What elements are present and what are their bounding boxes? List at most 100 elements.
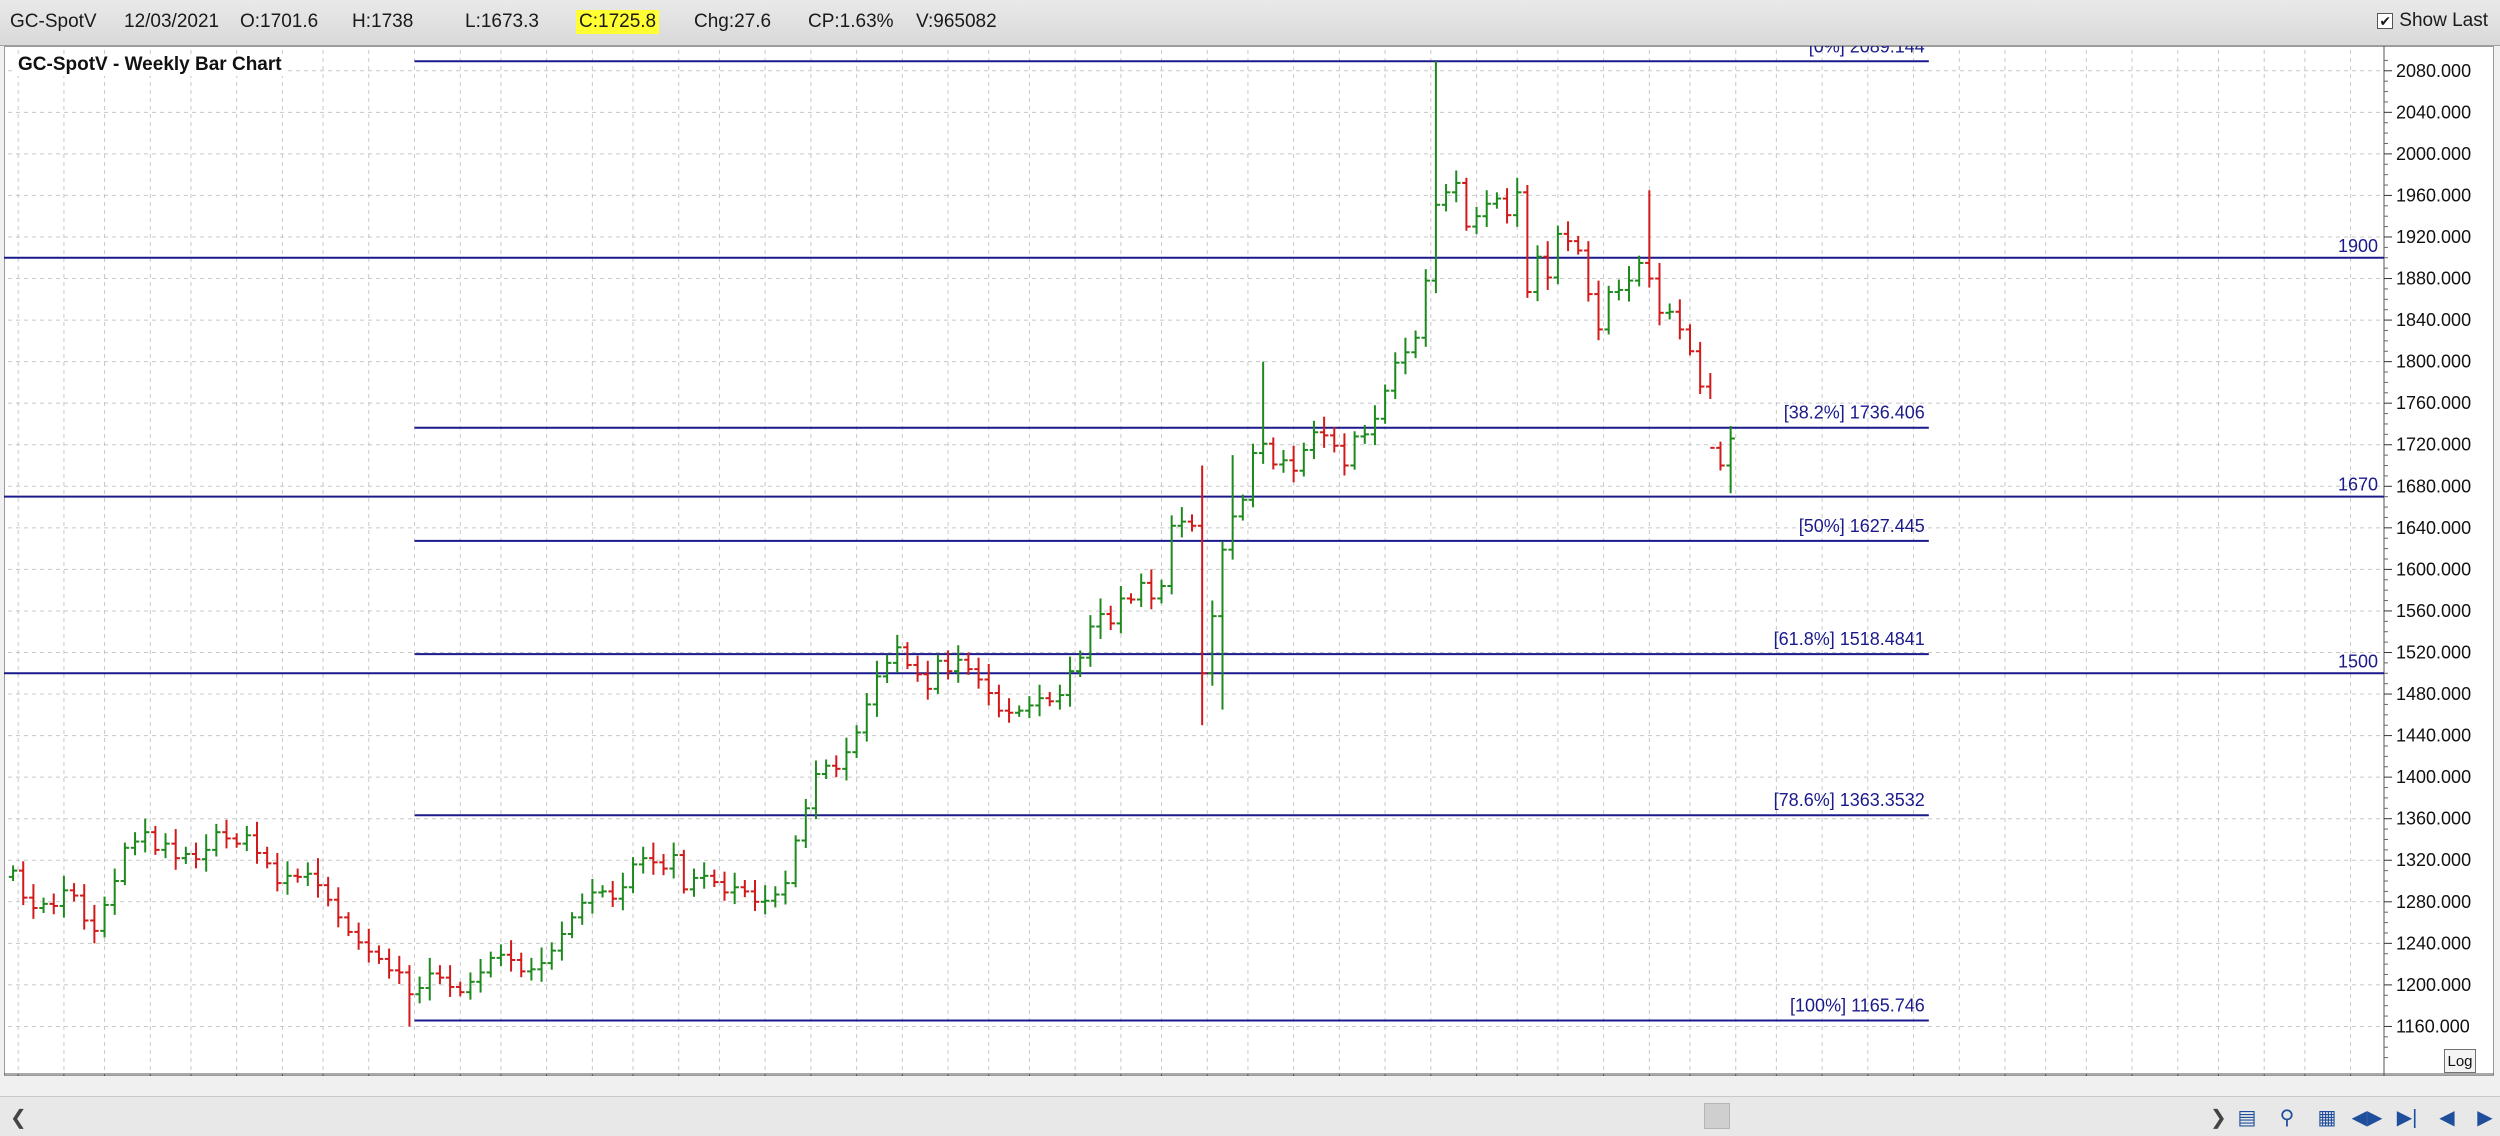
ohlc-bar bbox=[527, 957, 536, 981]
ohlc-bar bbox=[598, 885, 607, 898]
ohlc-bar bbox=[100, 896, 109, 938]
ohlc-bar bbox=[49, 893, 59, 915]
ohlc-bar bbox=[90, 904, 99, 944]
ohlc-bar bbox=[1512, 177, 1522, 227]
open-label: O:1701.6 bbox=[240, 11, 319, 32]
ohlc-bar bbox=[425, 957, 435, 1001]
ohlc-bar bbox=[344, 912, 353, 937]
ohlc-bar bbox=[1645, 190, 1654, 288]
ohlc-bar bbox=[872, 660, 882, 717]
ohlc-bar bbox=[1075, 650, 1085, 678]
ohlc-bar bbox=[1228, 455, 1237, 560]
ohlc-bar bbox=[567, 912, 577, 939]
ohlc-bar bbox=[547, 942, 556, 970]
price-tick-label: 1800.000 bbox=[2396, 352, 2471, 372]
ohlc-bar bbox=[79, 884, 89, 930]
log-scale-button[interactable]: Log bbox=[2444, 1049, 2476, 1073]
ohlc-bar bbox=[1604, 285, 1613, 335]
ohlc-bar bbox=[384, 948, 394, 979]
ohlc-bar bbox=[201, 834, 211, 872]
ohlc-bar bbox=[262, 846, 272, 869]
chart-area[interactable]: 1900 1670 1500 [0%] 2089.144 [38.2%] 1736.4… bbox=[4, 46, 2494, 1076]
ohlc-bar bbox=[842, 737, 851, 781]
horizontal-line-label: 1900 bbox=[2338, 236, 2378, 256]
ohlc-bar bbox=[405, 965, 414, 1027]
show-last-checkbox[interactable]: ✔ bbox=[2377, 13, 2394, 29]
chart-title: GC-SpotV - Weekly Bar Chart bbox=[16, 54, 284, 76]
ohlc-bar bbox=[537, 947, 546, 982]
ohlc-bar bbox=[110, 868, 119, 915]
ohlc-bar bbox=[1706, 373, 1715, 449]
price-tick-label: 2080.000 bbox=[2396, 61, 2471, 81]
ohlc-bar bbox=[1167, 515, 1176, 595]
ohlc-bar bbox=[588, 878, 597, 914]
price-tick-label: 1640.000 bbox=[2396, 518, 2471, 538]
ohlc-bar bbox=[8, 865, 18, 882]
date-label: 12/03/2021 bbox=[124, 11, 220, 32]
zoom-icon[interactable]: ⚲ bbox=[2279, 1106, 2295, 1129]
ohlc-bar bbox=[486, 951, 496, 978]
ohlc-bar bbox=[506, 940, 516, 972]
ohlc-bar bbox=[1218, 541, 1227, 710]
ohlc-bar bbox=[1289, 445, 1298, 483]
ohlc-bar bbox=[39, 897, 48, 914]
ohlc-bar bbox=[191, 842, 201, 869]
ohlc-bar bbox=[1563, 221, 1573, 252]
scroll-end-icon[interactable]: ▶| bbox=[2396, 1106, 2418, 1129]
ohlc-bar bbox=[242, 825, 252, 852]
scroll-prev-icon[interactable]: ◀ bbox=[2439, 1106, 2455, 1129]
scroll-left-icon[interactable]: ❮ bbox=[10, 1107, 27, 1129]
ohlc-bar bbox=[1523, 185, 1532, 298]
horizontal-scrollbar[interactable]: ❮ ❯ ▤ ⚲ ▦ ◀▶ ▶| ◀ ▶ bbox=[0, 1096, 2500, 1136]
ohlc-bar bbox=[1716, 441, 1725, 471]
ohlc-bar bbox=[476, 958, 485, 993]
scroll-next-icon[interactable]: ▶ bbox=[2477, 1106, 2493, 1129]
ohlc-bar bbox=[1370, 405, 1380, 446]
fib-level-label: [38.2%] 1736.406 bbox=[1784, 403, 1925, 423]
price-tick-label: 2000.000 bbox=[2396, 144, 2471, 164]
ohlc-bar bbox=[1594, 280, 1603, 341]
ohlc-bar bbox=[1065, 656, 1075, 707]
ohlc-chart[interactable]: 1900 1670 1500 [0%] 2089.144 [38.2%] 1736.4… bbox=[4, 46, 2494, 1076]
ohlc-bar bbox=[334, 887, 343, 928]
ohlc-bar bbox=[1035, 684, 1044, 717]
bar-settings-icon[interactable]: ▦ bbox=[2317, 1106, 2337, 1129]
grid-lines bbox=[4, 46, 2494, 1076]
chart-type-icon[interactable]: ▤ bbox=[2237, 1106, 2257, 1129]
ohlc-bar bbox=[1147, 569, 1156, 610]
ohlc-bar bbox=[1553, 225, 1563, 285]
symbol-label[interactable]: GC-SpotV bbox=[10, 11, 97, 32]
ohlc-bar bbox=[710, 869, 719, 888]
ohlc-bar bbox=[455, 981, 465, 997]
ohlc-bar bbox=[1197, 465, 1207, 726]
ohlc-bar bbox=[1238, 494, 1248, 521]
price-tick-label: 1960.000 bbox=[2396, 185, 2471, 205]
horizontal-lines[interactable]: 1900 1670 1500 bbox=[4, 236, 2384, 675]
show-last-toggle[interactable]: ✔ Show Last bbox=[2377, 10, 2488, 32]
ohlc-bar bbox=[1675, 299, 1685, 340]
fibonacci-retracement[interactable]: [0%] 2089.144 [38.2%] 1736.406 [50%] 1627.… bbox=[414, 46, 1929, 1022]
ohlc-bar bbox=[140, 818, 150, 853]
ohlc-bar bbox=[1441, 184, 1451, 212]
ohlc-bar bbox=[130, 832, 140, 856]
ohlc-bar bbox=[933, 654, 943, 694]
ohlc-bar bbox=[496, 944, 506, 967]
price-axis[interactable]: 1160.000 1200.000 1240.000 1280.000 1320.000… bbox=[2384, 59, 2471, 1059]
ohlc-bar bbox=[943, 650, 953, 680]
ohlc-bar bbox=[283, 861, 292, 895]
scroll-thumb[interactable] bbox=[1704, 1103, 1730, 1129]
ohlc-bar bbox=[811, 760, 821, 820]
ohlc-bar bbox=[1258, 361, 1268, 464]
scroll-right-icon[interactable]: ❯ bbox=[2210, 1107, 2227, 1129]
price-tick-label: 1360.000 bbox=[2396, 809, 2471, 829]
ohlc-bar bbox=[18, 861, 28, 906]
ohlc-bar bbox=[862, 693, 872, 742]
price-tick-label: 1240.000 bbox=[2396, 933, 2471, 953]
ohlc-bar bbox=[628, 857, 638, 894]
ohlc-bar bbox=[1472, 206, 1481, 235]
ohlc-bar bbox=[832, 755, 841, 778]
price-bars bbox=[8, 61, 1735, 1027]
scroll-both-icon[interactable]: ◀▶ bbox=[2351, 1106, 2383, 1129]
ohlc-bar bbox=[1177, 507, 1187, 538]
